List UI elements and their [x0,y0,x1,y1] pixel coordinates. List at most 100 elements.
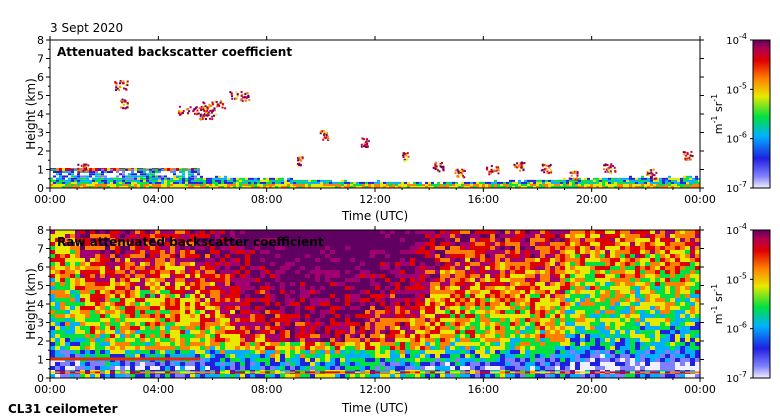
cell [285,258,290,262]
cell [425,310,430,314]
cell [65,362,70,366]
cell [188,179,191,182]
cell [365,362,370,366]
cell [90,290,95,294]
cell [494,186,497,188]
cell [335,374,340,378]
cell [305,298,310,302]
cell [440,278,445,282]
cell [272,179,275,182]
cell [290,274,295,278]
cell [365,298,370,302]
cell [140,362,145,366]
cell [335,354,340,358]
cell [254,177,257,180]
cell [644,179,647,182]
cell [460,342,465,346]
cell [405,298,410,302]
cell [390,338,395,342]
cell [205,266,210,270]
cell [390,238,395,242]
cell [105,354,110,358]
cell [120,310,125,314]
cell [74,186,77,188]
cell [319,130,322,133]
cell [320,366,325,370]
cell [659,181,662,184]
cell [290,354,295,358]
cell [438,170,441,173]
cell [130,230,135,234]
cell [60,346,65,350]
cell [80,371,85,374]
cell [90,270,95,274]
cell [295,262,300,266]
cell [325,314,330,318]
cell [420,254,425,258]
cell [101,186,104,188]
cell [119,186,122,188]
cell [425,350,430,354]
cell [668,175,671,178]
cell [330,238,335,242]
cell [190,334,195,338]
cell [465,242,470,246]
cell [320,318,325,322]
cell [135,338,140,342]
cell [390,362,395,366]
cell [490,167,493,170]
cell [230,362,235,366]
cell [403,152,406,155]
cell [350,334,355,338]
cell [128,168,131,172]
cell [75,238,80,242]
cell [435,274,440,278]
cell [322,138,325,141]
cell [240,374,245,378]
cell [114,82,117,85]
cell [206,186,209,188]
cell [220,254,225,258]
cell [170,314,175,318]
cell [340,230,345,234]
cell [380,274,385,278]
cell [527,186,530,188]
cell [305,179,308,182]
cell [130,298,135,302]
cell [311,183,314,186]
cell [120,330,125,334]
cell [215,274,220,278]
cell [119,181,122,184]
cell [295,298,300,302]
cell [180,242,185,246]
cell [647,181,650,184]
cell [295,338,300,342]
cell [179,177,182,180]
cell [461,170,464,173]
cell [340,250,345,254]
cell [330,366,335,370]
cell [454,171,457,174]
cell [413,181,416,184]
cell [206,177,209,180]
cell [150,326,155,330]
cell [105,314,110,318]
cell [60,250,65,254]
cell [345,290,350,294]
cell [425,366,430,370]
cell [413,183,416,186]
cell [435,238,440,242]
cell [167,179,170,182]
cell [415,342,420,346]
cell [55,298,60,302]
cell [248,186,251,188]
cell [191,173,194,176]
cell [165,266,170,270]
cell [113,168,116,172]
cell [320,242,325,246]
cell [297,159,300,162]
cell [355,334,360,338]
cell [405,362,410,366]
cell [575,177,578,180]
cell [70,326,75,330]
